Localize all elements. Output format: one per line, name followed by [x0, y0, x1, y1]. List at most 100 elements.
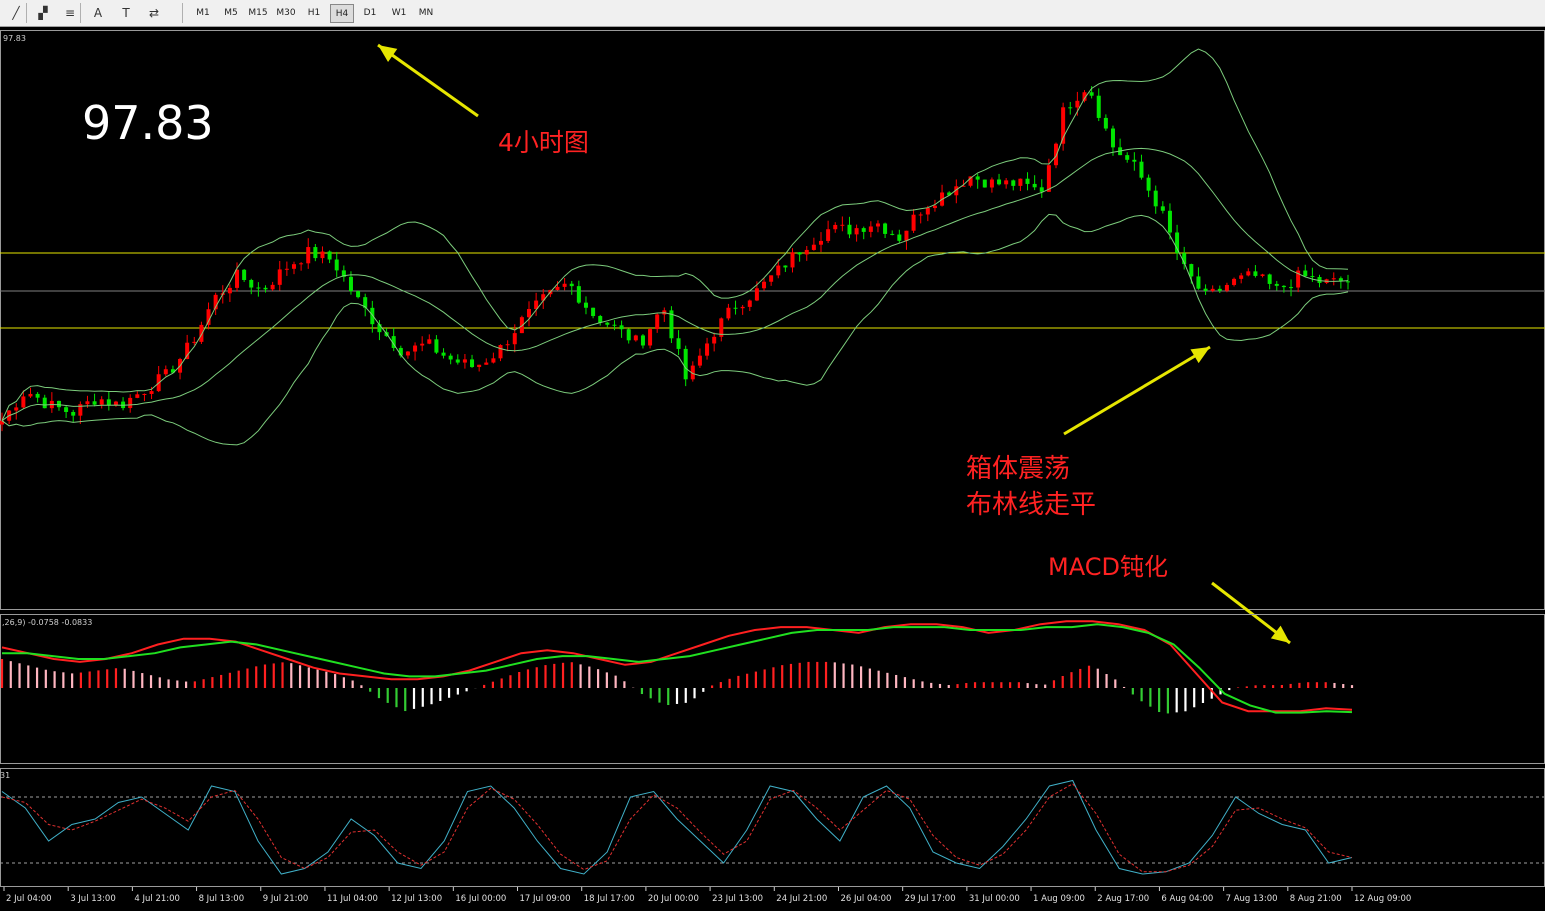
candle-up	[270, 284, 275, 290]
timeframe-d1-button[interactable]: D1	[363, 8, 377, 18]
time-axis-label: 26 Jul 04:00	[840, 894, 891, 904]
candle-up	[14, 407, 19, 411]
time-axis-label: 23 Jul 13:00	[712, 894, 763, 904]
candle-up	[719, 318, 724, 337]
candle-up	[833, 224, 838, 230]
candle-up	[648, 329, 653, 346]
candle-down	[242, 269, 247, 280]
candle-up	[235, 269, 240, 288]
arrows-tool-icon[interactable]: ⇄	[148, 6, 160, 20]
candle-up	[1239, 275, 1244, 279]
time-axis-label: 31 Jul 00:00	[969, 894, 1020, 904]
text-tool-icon[interactable]: A	[93, 6, 103, 20]
candle-down	[263, 287, 268, 290]
arrow-to-macd	[1211, 581, 1291, 645]
candle-up	[918, 214, 923, 216]
annotation-4h-chart: 4小时图	[498, 128, 589, 157]
candle-down	[356, 291, 361, 298]
candle-down	[1274, 283, 1279, 286]
candle-up	[0, 420, 4, 425]
candle-down	[92, 401, 97, 405]
candle-up	[534, 300, 539, 310]
candle-down	[1267, 274, 1272, 284]
candle-up	[726, 307, 731, 319]
candle-up	[868, 226, 873, 232]
candle-up	[185, 342, 190, 359]
chart-toolbar: ╱ ▞ ≡ A T ⇄ M1 M5 M15 M30 H1 H4 D1 W1 MN	[0, 0, 1545, 27]
candle-down	[1068, 107, 1073, 109]
fibonacci-fan-icon[interactable]: ▞	[38, 6, 48, 20]
candle-up	[413, 345, 418, 352]
candle-down	[1089, 92, 1094, 96]
candle-down	[890, 233, 895, 235]
candle-up	[299, 263, 304, 265]
candle-down	[1096, 95, 1101, 118]
annotation-box-range: 箱体震荡	[966, 454, 1070, 484]
timeframe-h1-button[interactable]: H1	[307, 8, 321, 18]
candle-up	[1224, 284, 1229, 291]
candle-down	[861, 228, 866, 232]
candle-up	[135, 394, 140, 398]
candle-up	[911, 214, 916, 231]
candle-up	[555, 286, 560, 290]
time-axis-label: 18 Jul 17:00	[584, 894, 635, 904]
candle-down	[35, 393, 40, 398]
arrow-head	[1190, 347, 1210, 364]
candle-down	[334, 259, 339, 271]
stochastic-signal-line	[1, 783, 1353, 873]
candle-up	[277, 269, 282, 285]
candle-down	[1281, 285, 1286, 288]
candle-down	[591, 307, 596, 317]
candle-up	[754, 288, 759, 301]
candle-up	[462, 359, 467, 363]
timeframe-h4-button[interactable]: H4	[330, 4, 354, 23]
candle-up	[875, 223, 880, 227]
timeframe-w1-button[interactable]: W1	[391, 8, 407, 18]
candle-up	[320, 251, 325, 259]
time-axis-label: 2 Aug 17:00	[1097, 894, 1149, 904]
candle-up	[149, 391, 154, 394]
candle-up	[854, 228, 859, 235]
candle-up	[925, 208, 930, 215]
time-axis-label: 20 Jul 00:00	[648, 894, 699, 904]
candle-up	[477, 364, 482, 368]
time-axis-label: 24 Jul 21:00	[776, 894, 827, 904]
timeframe-m5-button[interactable]: M5	[224, 8, 238, 18]
arrow-head	[378, 45, 398, 62]
candle-down	[1338, 278, 1343, 282]
time-axis: 2 Jul 04:00 3 Jul 13:00 4 Jul 21:00 8 Jul 1…	[3, 887, 1411, 904]
macd-main-line	[1, 620, 1353, 713]
time-axis-label: 2 Jul 04:00	[6, 894, 52, 904]
candle-down	[669, 310, 674, 339]
candle-down	[64, 407, 69, 412]
candle-down	[1110, 128, 1115, 148]
stochastic-panel: 31	[0, 768, 1545, 887]
time-axis-label: 17 Jul 09:00	[520, 894, 571, 904]
candle-up	[227, 287, 232, 294]
timeframe-m1-button[interactable]: M1	[196, 8, 210, 18]
candle-up	[527, 309, 532, 318]
candle-down	[1182, 253, 1187, 265]
timeframe-m15-button[interactable]: M15	[248, 8, 268, 18]
line-tool-icon[interactable]: ╱	[12, 6, 20, 20]
candle-up	[199, 324, 204, 342]
candle-down	[1196, 276, 1201, 289]
fibonacci-levels-icon[interactable]: ≡	[64, 6, 76, 20]
candle-up	[804, 249, 809, 255]
candle-up	[932, 205, 937, 209]
stochastic-main-line	[1, 779, 1353, 875]
candle-up	[1018, 178, 1023, 186]
timeframe-mn-button[interactable]: MN	[418, 8, 434, 18]
time-axis-label: 4 Jul 21:00	[134, 894, 180, 904]
candle-down	[398, 347, 403, 356]
candle-up	[762, 281, 767, 289]
candle-down	[106, 399, 111, 406]
candle-up	[405, 351, 410, 356]
candle-up	[291, 264, 296, 269]
timeframe-m30-button[interactable]: M30	[276, 8, 296, 18]
text-label-tool-icon[interactable]: T	[122, 6, 130, 20]
candle-down	[1103, 117, 1108, 129]
candle-up	[1331, 278, 1336, 280]
